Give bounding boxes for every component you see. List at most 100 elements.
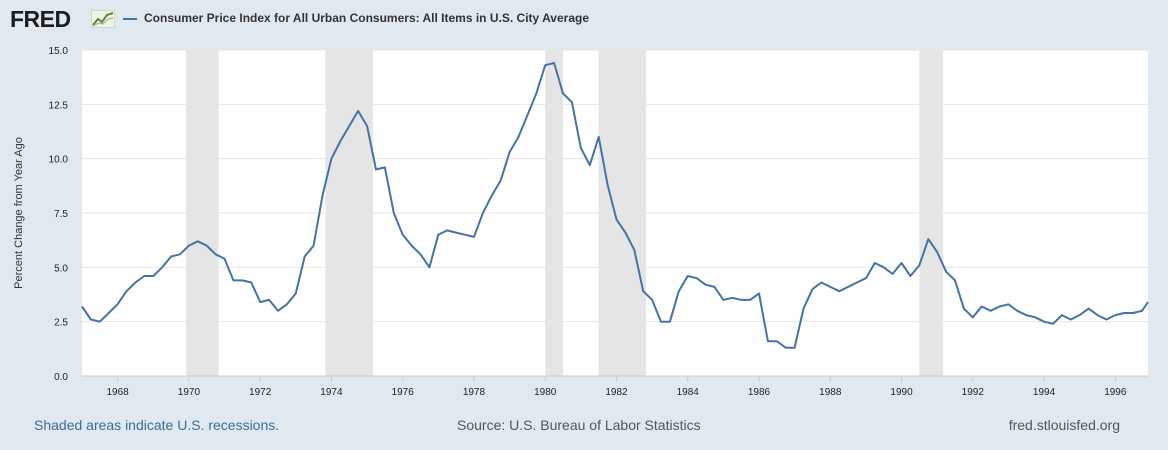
data-point[interactable] [684, 272, 692, 280]
data-point[interactable] [1004, 300, 1012, 308]
data-point[interactable] [452, 229, 460, 237]
data-point[interactable] [710, 283, 718, 291]
data-point[interactable] [657, 318, 665, 326]
data-point[interactable] [835, 287, 843, 295]
data-point[interactable] [1094, 311, 1102, 319]
data-point[interactable] [488, 192, 496, 200]
data-point[interactable] [666, 318, 674, 326]
data-point[interactable] [595, 133, 603, 141]
data-point[interactable] [1058, 311, 1066, 319]
data-point[interactable] [470, 233, 478, 241]
data-point[interactable] [417, 250, 425, 258]
data-point[interactable] [247, 279, 255, 287]
data-point[interactable] [791, 344, 799, 352]
data-point[interactable] [782, 344, 790, 352]
data-point[interactable] [1111, 311, 1119, 319]
data-point[interactable] [559, 89, 567, 97]
data-point[interactable] [114, 300, 122, 308]
data-point[interactable] [889, 270, 897, 278]
data-point[interactable] [310, 242, 318, 250]
data-point[interactable] [203, 242, 211, 250]
data-point[interactable] [514, 133, 522, 141]
data-point[interactable] [1102, 315, 1110, 323]
site-link[interactable]: fred.stlouisfed.org [1008, 417, 1120, 433]
data-point[interactable] [238, 276, 246, 284]
data-point[interactable] [577, 144, 585, 152]
data-point[interactable] [550, 59, 558, 67]
data-point[interactable] [996, 302, 1004, 310]
data-point[interactable] [265, 296, 273, 304]
data-point[interactable] [434, 231, 442, 239]
data-point[interactable] [630, 246, 638, 254]
recession-note[interactable]: Shaded areas indicate U.S. recessions. [34, 417, 280, 433]
fred-logo[interactable]: FRED [10, 6, 71, 32]
data-point[interactable] [871, 259, 879, 267]
data-point[interactable] [167, 252, 175, 260]
data-point[interactable] [675, 287, 683, 295]
data-point[interactable] [978, 302, 986, 310]
data-point[interactable] [862, 274, 870, 282]
data-point[interactable] [987, 307, 995, 315]
data-point[interactable] [194, 237, 202, 245]
data-point[interactable] [408, 242, 416, 250]
data-point[interactable] [532, 89, 540, 97]
data-point[interactable] [443, 226, 451, 234]
data-point[interactable] [212, 250, 220, 258]
data-point[interactable] [1138, 307, 1146, 315]
data-point[interactable] [1067, 315, 1075, 323]
data-point[interactable] [755, 289, 763, 297]
data-point[interactable] [942, 268, 950, 276]
data-point[interactable] [586, 161, 594, 169]
data-point[interactable] [390, 209, 398, 217]
data-point[interactable] [1013, 307, 1021, 315]
data-point[interactable] [461, 231, 469, 239]
data-point[interactable] [951, 276, 959, 284]
data-point[interactable] [336, 137, 344, 145]
data-point[interactable] [87, 315, 95, 323]
data-point[interactable] [229, 276, 237, 284]
data-point[interactable] [693, 274, 701, 282]
data-point[interactable] [541, 61, 549, 69]
data-point[interactable] [1120, 309, 1128, 317]
data-point[interactable] [1129, 309, 1137, 317]
data-point[interactable] [612, 216, 620, 224]
data-point[interactable] [933, 248, 941, 256]
data-point[interactable] [604, 181, 612, 189]
data-point[interactable] [319, 192, 327, 200]
data-point[interactable] [105, 309, 113, 317]
data-point[interactable] [149, 272, 157, 280]
data-point[interactable] [800, 305, 808, 313]
data-point[interactable] [372, 166, 380, 174]
data-point[interactable] [960, 305, 968, 313]
data-point[interactable] [327, 155, 335, 163]
data-point[interactable] [283, 300, 291, 308]
data-point[interactable] [292, 289, 300, 297]
data-point[interactable] [363, 122, 371, 130]
data-point[interactable] [915, 261, 923, 269]
data-point[interactable] [719, 296, 727, 304]
data-point[interactable] [506, 148, 514, 156]
data-point[interactable] [621, 229, 629, 237]
data-point[interactable] [702, 281, 710, 289]
data-point[interactable] [746, 296, 754, 304]
data-point[interactable] [1040, 318, 1048, 326]
data-point[interactable] [1031, 313, 1039, 321]
data-point[interactable] [1144, 298, 1152, 306]
data-point[interactable] [1085, 305, 1093, 313]
data-point[interactable] [221, 255, 229, 263]
data-point[interactable] [131, 279, 139, 287]
data-point[interactable] [497, 176, 505, 184]
data-point[interactable] [140, 272, 148, 280]
data-point[interactable] [568, 98, 576, 106]
data-point[interactable] [1049, 320, 1057, 328]
data-point[interactable] [345, 122, 353, 130]
series-line-0[interactable] [81, 62, 1149, 349]
data-point[interactable] [301, 252, 309, 260]
data-point[interactable] [78, 302, 86, 310]
data-point[interactable] [523, 111, 531, 119]
data-point[interactable] [808, 285, 816, 293]
data-point[interactable] [185, 242, 193, 250]
data-point[interactable] [1022, 311, 1030, 319]
data-point[interactable] [898, 259, 906, 267]
data-point[interactable] [737, 296, 745, 304]
